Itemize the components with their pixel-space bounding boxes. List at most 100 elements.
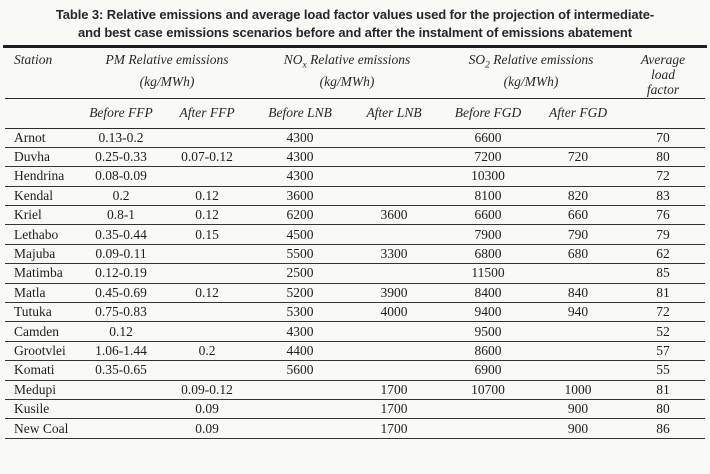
- station-name: New Coal: [14, 420, 69, 436]
- table-caption-line2: and best case emissions scenarios before…: [78, 24, 632, 40]
- station-name: Kusile: [14, 401, 50, 417]
- so2-after-fgd-value: 820: [567, 187, 589, 203]
- table-row: Grootvlei 1.06-1.44 0.2 4400 8600 57: [5, 341, 706, 361]
- load-factor-value: 85: [656, 265, 670, 281]
- pm-after-ffp-value: 0.09: [195, 420, 219, 436]
- pm-after-ffp-value: 0.2: [198, 342, 216, 358]
- so2-before-fgd-value: 8100: [474, 187, 502, 203]
- pm-before-ffp-value: 0.25-0.33: [95, 149, 147, 165]
- table-row: Arnot 0.13-0.2 4300 6600 70: [5, 128, 706, 148]
- load-factor-value: 52: [656, 323, 670, 339]
- so2-before-fgd-value: 6800: [474, 246, 502, 262]
- nox-after-lnb-value: 1700: [380, 381, 408, 397]
- nox-group-header: NOx Relative emissions (kg/MWh): [253, 48, 441, 98]
- station-name: Kriel: [14, 207, 42, 223]
- station-name: Komati: [14, 362, 55, 378]
- so2-after-fgd-value: 720: [567, 149, 589, 165]
- table-row: Tutuka 0.75-0.83 5300 4000 9400 940 72: [5, 303, 706, 322]
- nox-after-lnb-value: 3300: [380, 246, 408, 262]
- pm-after-ffp-value: 0.15: [195, 226, 219, 242]
- station-name: Lethabo: [14, 226, 59, 242]
- pm-before-ffp-value: 0.13-0.2: [98, 129, 144, 145]
- subheader-before-fgd: Before FGD: [441, 97, 536, 129]
- so2-group-label: SO2 Relative emissions: [468, 52, 594, 71]
- station-name: Matimba: [14, 265, 63, 281]
- station-name: Hendrina: [14, 168, 65, 184]
- pm-before-ffp-value: 0.09-0.11: [95, 246, 147, 262]
- emissions-table: Station PM Relative emissions (kg/MWh) N…: [5, 48, 706, 439]
- nox-before-lnb-value: [253, 419, 347, 438]
- pm-before-ffp-value: 0.35-0.65: [95, 362, 147, 378]
- subheader-before-ffp: Before FFP: [81, 97, 161, 129]
- pm-group-header: PM Relative emissions (kg/MWh): [81, 48, 253, 98]
- pm-after-ffp-value: [161, 244, 253, 263]
- load-factor-value: 55: [656, 362, 670, 378]
- so2-before-fgd-value: 6600: [474, 129, 502, 145]
- so2-before-fgd-value: 9400: [474, 304, 502, 320]
- so2-after-fgd-value: 790: [567, 226, 589, 242]
- load-factor-value: 80: [656, 401, 670, 417]
- table-row: New Coal 0.09 1700 900 86: [5, 419, 706, 439]
- pm-before-ffp-value: 0.75-0.83: [95, 304, 147, 320]
- nox-after-lnb-value: 1700: [380, 401, 408, 417]
- nox-after-lnb-value: [347, 128, 441, 147]
- so2-after-fgd-value: [535, 128, 621, 147]
- nox-after-lnb-value: 1700: [380, 420, 408, 436]
- so2-after-fgd-value: 660: [567, 207, 589, 223]
- so2-after-fgd-value: [535, 264, 621, 283]
- table-row: Matimba 0.12-0.19 2500 11500 85: [5, 264, 706, 284]
- nox-before-lnb-value: 5500: [286, 246, 314, 262]
- so2-after-fgd-value: 1000: [564, 381, 592, 397]
- table-row: Matla 0.45-0.69 0.12 5200 3900 8400 840 …: [5, 283, 706, 303]
- station-name: Duvha: [14, 149, 50, 165]
- so2-group-unit: (kg/MWh): [503, 73, 559, 89]
- table-row: Hendrina 0.08-0.09 4300 10300 72: [5, 167, 706, 187]
- nox-before-lnb-value: 4300: [286, 168, 314, 184]
- load-factor-value: 72: [656, 304, 670, 320]
- so2-before-fgd-value: [441, 399, 535, 418]
- subheader-after-ffp: After FFP: [161, 97, 254, 129]
- so2-before-fgd-value: 7200: [474, 149, 502, 165]
- subheader-station-spacer: [5, 97, 81, 129]
- load-factor-value: 72: [656, 168, 670, 184]
- load-factor-value: 70: [656, 129, 670, 145]
- table-caption-line1: Table 3: Relative emissions and average …: [55, 7, 655, 22]
- pm-before-ffp-value: 0.08-0.09: [95, 168, 147, 184]
- load-factor-value: 79: [656, 226, 670, 242]
- pm-before-ffp-value: 0.2: [112, 187, 130, 203]
- so2-after-fgd-value: [535, 341, 621, 360]
- nox-after-lnb-value: 3900: [380, 284, 408, 300]
- nox-after-lnb-value: [347, 264, 441, 283]
- so2-before-fgd-value: 6600: [474, 207, 502, 223]
- subheader-after-lnb: After LNB: [347, 97, 442, 129]
- table-row: Camden 0.12 4300 9500 52: [5, 322, 706, 342]
- so2-before-fgd-value: 11500: [471, 265, 505, 281]
- pm-after-ffp-value: 0.09-0.12: [181, 381, 233, 397]
- so2-before-fgd-value: 8600: [474, 342, 502, 358]
- load-factor-value: 80: [656, 149, 670, 165]
- pm-before-ffp-value: 0.12-0.19: [95, 265, 147, 281]
- pm-after-ffp-value: 0.07-0.12: [181, 149, 233, 165]
- load-factor-value: 62: [656, 246, 670, 262]
- so2-before-fgd-value: 9500: [474, 323, 502, 339]
- pm-after-ffp-value: [161, 303, 253, 322]
- pm-after-ffp-value: 0.12: [195, 284, 219, 300]
- pm-before-ffp-value: 0.8-1: [106, 207, 136, 223]
- so2-before-fgd-value: 10300: [471, 168, 505, 184]
- station-name: Grootvlei: [14, 342, 66, 358]
- nox-before-lnb-value: 4500: [286, 226, 314, 242]
- nox-after-lnb-value: [347, 167, 441, 186]
- pm-group-label: PM Relative emissions: [105, 52, 229, 67]
- pm-before-ffp-value: [81, 419, 161, 438]
- nox-group-label: NOx Relative emissions: [283, 52, 411, 71]
- load-factor-value: 86: [656, 420, 670, 436]
- table-row: Lethabo 0.35-0.44 0.15 4500 7900 790 79: [5, 225, 706, 245]
- load-factor-value: 83: [656, 187, 670, 203]
- nox-before-lnb-value: 2500: [286, 265, 314, 281]
- so2-before-fgd-value: 8400: [474, 284, 502, 300]
- pm-after-ffp-value: 0.09: [195, 401, 219, 417]
- subheader-before-lnb: Before LNB: [253, 97, 348, 129]
- average-load-factor-header: Average load factor: [640, 52, 686, 97]
- so2-after-fgd-value: 680: [567, 246, 589, 262]
